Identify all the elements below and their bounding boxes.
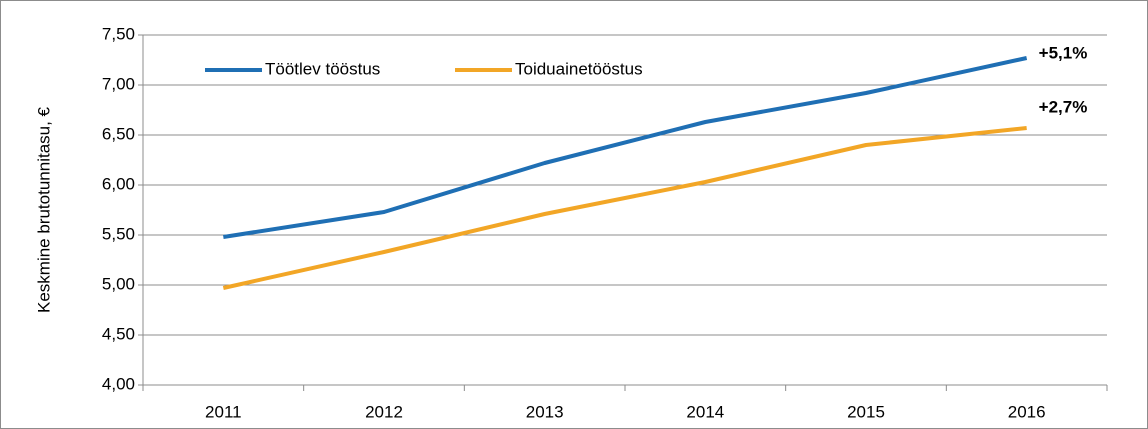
y-axis-label: Keskmine brutotunnitasu, €	[34, 106, 53, 313]
x-tick-label: 2014	[686, 402, 724, 421]
y-tick-label: 4,00	[102, 374, 135, 393]
series-line	[223, 56, 1028, 239]
x-tick-label: 2015	[847, 402, 885, 421]
x-tick-label: 2011	[205, 402, 242, 421]
y-tick-label: 5,00	[102, 274, 135, 293]
legend-label: Toiduainetööstus	[515, 59, 643, 78]
y-tick-label: 4,50	[102, 324, 135, 343]
x-tick-label: 2016	[1008, 402, 1046, 421]
y-tick-label: 5,50	[102, 224, 135, 243]
annotation: +2,7%	[1039, 97, 1088, 116]
y-tick-label: 6,50	[102, 124, 135, 143]
x-tick-label: 2013	[526, 402, 564, 421]
x-tick-label: 2012	[365, 402, 403, 421]
series-line	[222, 126, 1027, 290]
legend-label: Töötlev tööstus	[265, 59, 380, 78]
y-tick-label: 6,00	[102, 174, 135, 193]
y-tick-label: 7,00	[102, 74, 135, 93]
y-tick-label: 7,50	[102, 24, 135, 43]
annotation: +5,1%	[1039, 43, 1088, 62]
